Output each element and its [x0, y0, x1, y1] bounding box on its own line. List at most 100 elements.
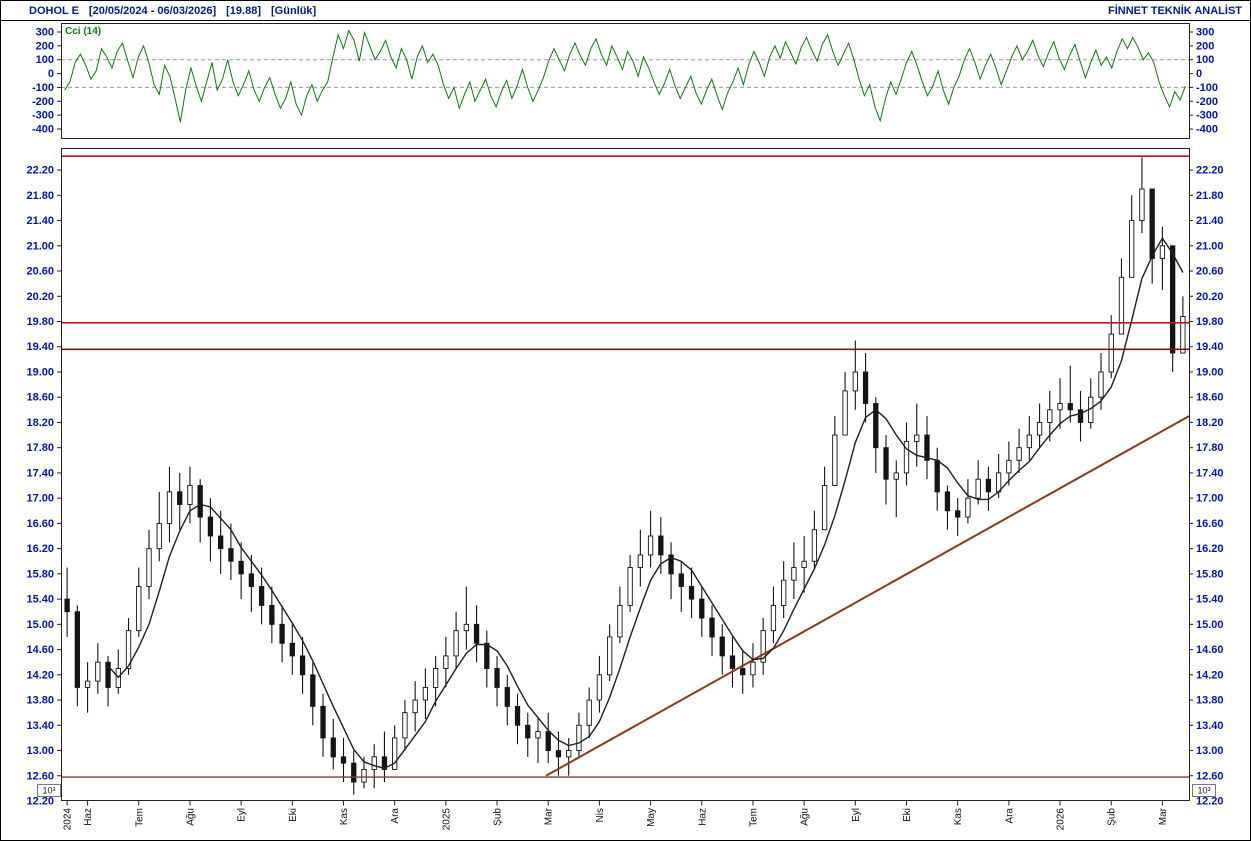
cci-legend-label: Cci (14) [65, 26, 101, 37]
time-axis-label: May [646, 808, 657, 827]
price-axis-label-left: 17.40 [26, 467, 54, 479]
scale-badge-label: 10³ [42, 786, 55, 796]
price-axis-label-right: 15.80 [1196, 568, 1224, 580]
price-axis-label-right: 16.20 [1196, 543, 1224, 555]
time-axis-label: Tem [748, 808, 759, 827]
price-axis-label-right: 20.60 [1196, 266, 1224, 278]
cci-axis-label-left: -200 [32, 96, 54, 108]
trendline[interactable] [545, 415, 1190, 777]
cci-axis-label-right: 100 [1196, 54, 1214, 66]
cci-plot-area[interactable] [61, 23, 1190, 139]
price-axis-label-right: 14.60 [1196, 644, 1224, 656]
price-axis-label-left: 12.60 [26, 770, 54, 782]
time-axis-label: Nis [595, 808, 606, 822]
cci-axis-label-right: -200 [1196, 96, 1218, 108]
time-axis-label: Ara [390, 808, 401, 824]
price-axis-label-left: 13.00 [26, 745, 54, 757]
time-axis-label: Şub [493, 808, 504, 826]
price-axis-label-left: 16.60 [26, 518, 54, 530]
cci-axis-label-right: -300 [1196, 110, 1218, 122]
cci-axis-label-right: -100 [1196, 82, 1218, 94]
time-axis-label: Kas [953, 808, 964, 825]
time-axis-label: 2024 [63, 808, 74, 831]
instrument-symbol: DOHOL E [29, 4, 79, 17]
cci-axis-label-left: -300 [32, 110, 54, 122]
price-axis-label-right: 21.40 [1196, 215, 1224, 227]
cci-axis-label-left: -100 [32, 82, 54, 94]
cci-axis-label-left: -400 [32, 123, 54, 135]
chart-header: DOHOL E [20/05/2024 - 06/03/2026] [19.88] [… [1, 1, 1250, 21]
time-axis-label: Mar [1158, 807, 1169, 825]
price-axis-label-left: 13.80 [26, 695, 54, 707]
cci-line-series [64, 29, 1186, 123]
app-title: FİNNET TEKNİK ANALİST [1107, 4, 1242, 17]
price-axis-label-right: 15.40 [1196, 594, 1224, 606]
time-axis-label: Haz [697, 808, 708, 826]
instrument-last-price: [19.88] [226, 4, 261, 17]
price-axis-label-right: 19.00 [1196, 366, 1224, 378]
time-axis-label: Eki [902, 808, 913, 822]
price-axis-label-right: 12.20 [1196, 796, 1224, 808]
time-axis-label: 2026 [1056, 808, 1067, 831]
price-axis-label-left: 19.00 [26, 366, 54, 378]
price-axis-label-left: 12.20 [26, 796, 54, 808]
price-axis-label-left: 20.60 [26, 266, 54, 278]
price-plot-area[interactable] [61, 148, 1190, 801]
cci-axis-label-left: 300 [36, 27, 54, 39]
price-panel: 22.20 22.20 21.80 21.80 21.40 21.40 21.00 21.00… [26, 148, 1224, 801]
price-axis-label-right: 13.00 [1196, 745, 1224, 757]
price-axis-label-left: 18.20 [26, 417, 54, 429]
scale-badge-label: 10³ [1197, 786, 1210, 796]
price-axis-label-left: 14.60 [26, 644, 54, 656]
cci-axis-label-right: 300 [1196, 27, 1214, 39]
price-axis-label-right: 18.60 [1196, 392, 1224, 404]
time-axis-label: Tem [134, 808, 145, 827]
cci-axis-label-left: 200 [36, 40, 54, 52]
instrument-period: [Günlük] [271, 4, 317, 17]
price-axis-label-right: 21.00 [1196, 240, 1224, 252]
time-axis-label: Haz [83, 808, 94, 826]
price-axis-label-left: 13.40 [26, 720, 54, 732]
price-axis-label-right: 17.40 [1196, 467, 1224, 479]
price-axis-label-left: 19.80 [26, 316, 54, 328]
time-axis: 2024 Haz Tem Ağu Eyl Eki Kas Ara 2025 Şub Mar Nis Ma… [26, 784, 1224, 831]
cci-axis-label-left: 100 [36, 54, 54, 66]
price-axis-label-right: 14.20 [1196, 669, 1224, 681]
candlestick-series [64, 157, 1186, 795]
price-axis-label-left: 17.80 [26, 442, 54, 454]
price-axis-label-left: 16.20 [26, 543, 54, 555]
moving-average-line [107, 236, 1184, 769]
price-axis-label-left: 15.40 [26, 594, 54, 606]
cci-axis-label-right: -400 [1196, 123, 1218, 135]
price-axis-label-left: 22.20 [26, 165, 54, 177]
price-axis-label-left: 15.00 [26, 619, 54, 631]
price-axis-label-right: 17.80 [1196, 442, 1224, 454]
time-axis-label: Şub [1107, 808, 1118, 826]
price-axis-label-right: 13.40 [1196, 720, 1224, 732]
time-axis-label: 2025 [441, 808, 452, 831]
price-axis-label-right: 15.00 [1196, 619, 1224, 631]
cci-axis-label-right: 200 [1196, 40, 1214, 52]
instrument-date-range: [20/05/2024 - 06/03/2026] [88, 4, 217, 17]
price-axis-label-right: 17.00 [1196, 493, 1224, 505]
price-axis-label-left: 21.00 [26, 240, 54, 252]
price-axis-label-left: 21.80 [26, 190, 54, 202]
instrument-info: DOHOL E [20/05/2024 - 06/03/2026] [19.88] [… [29, 5, 326, 17]
price-axis-label-left: 19.40 [26, 341, 54, 353]
time-axis-label: Mar [544, 807, 555, 825]
price-axis-label-right: 13.80 [1196, 695, 1224, 707]
price-axis-label-left: 15.80 [26, 568, 54, 580]
price-axis-label-right: 19.80 [1196, 316, 1224, 328]
time-axis-label: Eyl [851, 808, 862, 822]
price-axis-label-right: 21.80 [1196, 190, 1224, 202]
time-axis-label: Kas [339, 808, 350, 825]
time-axis-label: Ağu [800, 808, 811, 826]
price-axis-label-left: 21.40 [26, 215, 54, 227]
time-axis-label: Ağu [185, 808, 196, 826]
price-axis-label-right: 18.20 [1196, 417, 1224, 429]
cci-axis-label-left: 0 [48, 68, 54, 80]
price-axis-label-right: 22.20 [1196, 165, 1224, 177]
